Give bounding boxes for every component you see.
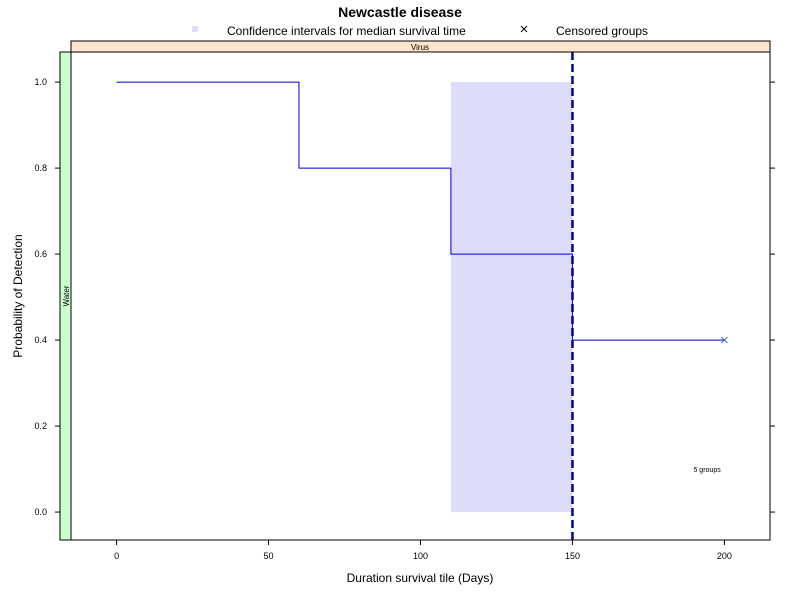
confidence-interval-band (450, 82, 573, 513)
legend-censored-marker (520, 25, 528, 33)
legend-ci-swatch (192, 26, 198, 32)
y-tick-label: 0.6 (34, 249, 47, 259)
y-axis-label: Probability of Detection (11, 234, 25, 357)
strip-left-label: Water (62, 285, 71, 306)
annotation-text: 5 groups (693, 467, 721, 474)
plot-area: 5 groups (116, 52, 728, 540)
survival-step-line-0 (116, 81, 725, 341)
y-tick-label: 0.4 (34, 335, 47, 345)
axes: 0 50 100 150 200 0.0 0.2 0.4 0.6 0.8 1.0 (34, 77, 775, 561)
x-axis-label: Duration survival tile (Days) (347, 571, 494, 585)
legend-ci-label: Confidence intervals for median survival… (227, 24, 466, 38)
x-tick-label: 150 (565, 551, 580, 561)
y-tick-label: 0.2 (34, 421, 47, 431)
censored-marker-stroke (721, 336, 728, 344)
legend: Confidence intervals for median survival… (192, 24, 648, 38)
y-tick-label: 1.0 (34, 77, 47, 87)
x-tick-label: 0 (114, 551, 119, 561)
legend-censored-label: Censored groups (556, 24, 648, 38)
strip-top-label: Virus (411, 43, 429, 52)
chart-title: Newcastle disease (338, 4, 462, 20)
y-tick-label: 0.0 (34, 507, 47, 517)
x-tick-label: 50 (264, 551, 274, 561)
censored-marker-0 (721, 336, 728, 344)
y-tick-label: 0.8 (34, 163, 47, 173)
x-tick-label: 100 (413, 551, 428, 561)
panel-border (70, 51, 771, 541)
x-tick-label: 200 (717, 551, 732, 561)
